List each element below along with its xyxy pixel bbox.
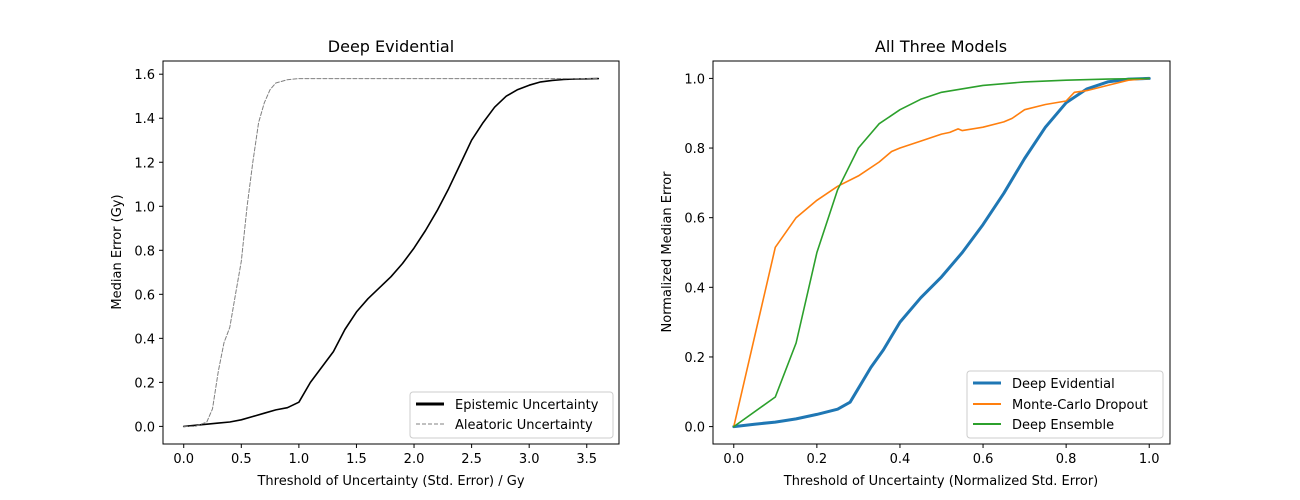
legend-label-epistemic: Epistemic Uncertainty	[455, 398, 599, 413]
y-tick-label: 0.6	[684, 212, 705, 227]
x-tick-label: 3.5	[576, 452, 597, 467]
y-tick-label: 1.6	[134, 68, 155, 83]
x-tick-label: 1.5	[346, 452, 367, 467]
x-axis-label: Threshold of Uncertainty (Normalized Std…	[783, 474, 1099, 489]
legend: Epistemic Uncertainty Aleatoric Uncertai…	[409, 391, 614, 439]
x-tick-label: 0.0	[173, 452, 194, 467]
y-tick-label: 1.2	[134, 156, 155, 171]
chart-all-three-models: All Three Models 0.0 0.2 0.4 0.6 0.8 1.0 0.00…	[660, 37, 1171, 489]
series-line-deep-evidential	[732, 76, 1151, 429]
x-tick-label: 1.0	[289, 452, 310, 467]
series-line-deep-ensemble	[733, 77, 1150, 428]
y-tick-label: 1.4	[134, 112, 155, 127]
legend-label-deep-evidential: Deep Evidential	[1012, 377, 1115, 392]
legend-frame	[409, 391, 614, 439]
chart-deep-evidential: Deep Evidential 0.0 0.5 1.0 1.5 2.0 2.5 3.0 3.5…	[110, 37, 620, 489]
y-axis-label: Normalized Median Error	[660, 171, 675, 333]
x-tick-label: 0.8	[1056, 452, 1077, 467]
plot-lines	[732, 76, 1151, 429]
legend-label-mc-dropout: Monte-Carlo Dropout	[1012, 398, 1148, 413]
plot-lines	[182, 77, 600, 428]
y-axis-ticks: 0.0 0.2 0.4 0.6 0.8 1.0 1.2 1.4 1.6	[134, 68, 163, 435]
y-tick-label: 0.0	[134, 420, 155, 435]
x-tick-label: 0.2	[807, 452, 828, 467]
x-axis-ticks: 0.0 0.2 0.4 0.6 0.8 1.0	[723, 444, 1160, 467]
x-tick-label: 1.0	[1139, 452, 1160, 467]
y-tick-label: 0.4	[134, 332, 155, 347]
x-axis-label: Threshold of Uncertainty (Std. Error) / …	[256, 474, 524, 489]
series-line-epistemic-uncertainty	[182, 77, 600, 428]
axes-frame	[162, 60, 620, 445]
y-tick-label: 1.0	[134, 200, 155, 215]
legend-frame	[966, 370, 1164, 439]
y-axis-label: Median Error (Gy)	[110, 194, 125, 309]
y-tick-label: 0.0	[684, 421, 705, 436]
y-tick-label: 0.4	[684, 281, 705, 296]
x-axis-ticks: 0.0 0.5 1.0 1.5 2.0 2.5 3.0 3.5	[173, 444, 597, 467]
y-tick-label: 0.2	[684, 351, 705, 366]
series-line-monte-carlo-dropout	[733, 77, 1150, 428]
y-tick-label: 0.8	[134, 244, 155, 259]
chart-title: All Three Models	[875, 37, 1007, 56]
y-axis-ticks: 0.0 0.2 0.4 0.6 0.8 1.0	[684, 72, 713, 436]
x-tick-label: 2.5	[461, 452, 482, 467]
legend-label-aleatoric: Aleatoric Uncertainty	[455, 418, 593, 433]
y-tick-label: 0.8	[684, 142, 705, 157]
x-tick-label: 2.0	[404, 452, 425, 467]
y-tick-label: 0.6	[134, 288, 155, 303]
axes-frame	[712, 60, 1171, 445]
chart-title: Deep Evidential	[328, 37, 454, 56]
x-tick-label: 0.5	[231, 452, 252, 467]
x-tick-label: 0.4	[890, 452, 911, 467]
legend-label-deep-ensemble: Deep Ensemble	[1012, 418, 1114, 433]
x-tick-label: 0.6	[973, 452, 994, 467]
legend: Deep Evidential Monte-Carlo Dropout Deep…	[966, 370, 1164, 439]
x-tick-label: 0.0	[723, 452, 744, 467]
y-tick-label: 1.0	[684, 72, 705, 87]
x-tick-label: 3.0	[519, 452, 540, 467]
series-line-aleatoric-uncertainty	[183, 78, 599, 427]
y-tick-label: 0.2	[134, 376, 155, 391]
